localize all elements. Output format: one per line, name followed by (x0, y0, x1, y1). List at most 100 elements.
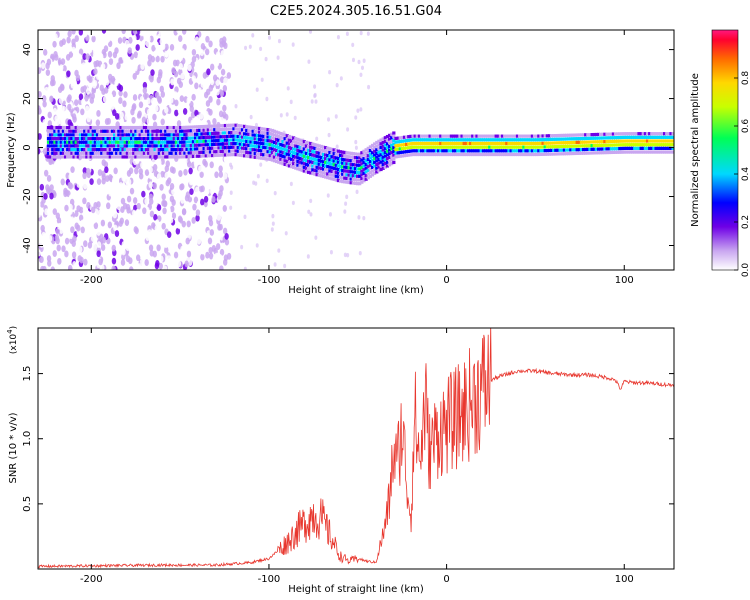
spectrogram-cell (185, 191, 191, 199)
spectrogram-cell (356, 171, 360, 175)
spectrogram-cell (254, 181, 258, 186)
spectrogram-cell (68, 264, 73, 270)
spectrogram-cell (405, 150, 409, 154)
spectrogram-cell (409, 138, 413, 142)
spectrogram-cell (236, 149, 240, 153)
spectrogram-cell (182, 85, 187, 93)
spectrogram-cell (141, 39, 146, 47)
spectrogram-cell (390, 132, 394, 136)
spectrogram-cell (45, 69, 51, 77)
spectrogram-cell (55, 140, 59, 144)
spectrogram-cell (225, 134, 230, 139)
spectrogram-cell (405, 146, 409, 150)
spectrogram-cell (567, 133, 571, 137)
spectrogram-cell (509, 145, 513, 149)
spectrogram-cell (351, 159, 355, 163)
spectrogram-cell (206, 68, 211, 76)
spectrogram-cell (52, 107, 58, 115)
spectrogram-cell (377, 150, 381, 154)
spectrogram-cell (157, 159, 162, 166)
spectrogram-cell (223, 123, 228, 128)
spectrogram-cell (375, 144, 379, 148)
spectrogram-cell (334, 178, 338, 182)
spectrogram-cell (225, 142, 230, 146)
spectrogram-cell (134, 263, 139, 270)
spectrogram-cell (645, 143, 650, 147)
spectrogram-cell (89, 140, 93, 144)
spectrogram-cell (411, 152, 415, 157)
spectrogram-cell (338, 157, 343, 161)
spectrogram-cell (149, 210, 155, 218)
spectrogram-cell (326, 176, 330, 180)
spectrogram-cell (434, 138, 439, 142)
spectrogram-cell (573, 140, 577, 145)
spectrogram-cell (72, 54, 77, 62)
spectrogram-cell (85, 167, 91, 175)
spectrogram-cell (407, 142, 411, 146)
spectrogram-cell (155, 187, 160, 195)
spectrogram-cell (285, 134, 289, 138)
spectrogram-cell (302, 143, 306, 147)
spectrogram-cell (311, 168, 315, 172)
spectrogram-cell (281, 162, 285, 166)
spectrogram-cell (243, 146, 247, 151)
spectrogram-cell (265, 96, 269, 102)
spectrogram-cell (59, 133, 63, 137)
spectrogram-cell (159, 129, 164, 133)
spectrogram-cell (38, 90, 42, 98)
spectrogram-cell (151, 148, 155, 152)
spectrogram-cell (417, 138, 422, 142)
spectrogram-cell (658, 139, 662, 143)
spectrogram-cell (170, 140, 174, 144)
spectrogram-cell (134, 148, 138, 152)
spectrogram-cell (140, 148, 144, 152)
spectrogram-cell (72, 140, 76, 144)
spectrogram-cell (460, 141, 464, 146)
spectrogram-cell (262, 153, 266, 157)
spectrogram-cell (526, 152, 530, 157)
spectrogram-cell (72, 129, 76, 133)
spectrogram-cell (294, 159, 298, 163)
spectrogram-cell (61, 70, 67, 78)
spectrogram-cell (468, 138, 473, 142)
spectrogram-cell (181, 129, 185, 133)
spectrogram-cell (223, 145, 228, 150)
spectrogram-cell (251, 151, 255, 155)
spectrogram-cell (407, 146, 411, 150)
spectrogram-cell (68, 148, 72, 152)
spectrogram-cell (187, 129, 191, 133)
spectrogram-cell (125, 133, 129, 137)
spectrogram-cell (650, 132, 654, 136)
spectrogram-cell (70, 129, 74, 133)
spectrogram-cell (208, 219, 214, 227)
spectrogram-cell (413, 152, 417, 157)
spectrogram-cell (238, 149, 242, 154)
spectrogram-cell (422, 145, 426, 149)
spectrogram-cell (180, 48, 185, 56)
spectrogram-cell (522, 141, 526, 146)
spectrogram-cell (535, 134, 539, 138)
spectrogram-cell (300, 168, 304, 172)
spectrogram-cell (91, 206, 96, 214)
spectrogram-cell (53, 33, 58, 41)
spectrogram-cell (108, 133, 112, 137)
spectrogram-cell (118, 57, 123, 64)
spectrogram-cell (166, 155, 170, 159)
spectrogram-cell (375, 170, 379, 174)
spectrogram-cell (377, 139, 381, 143)
spectrogram-cell (287, 138, 291, 142)
spectrogram-cell (142, 148, 147, 152)
spectrogram-cell (136, 144, 140, 148)
spectrogram-cell (157, 125, 161, 130)
spectrogram-cell (345, 162, 349, 166)
spectrogram-cell (83, 151, 87, 155)
spectrogram-cell (437, 145, 441, 149)
spectrogram-cell (462, 152, 466, 157)
spectrogram-cell (176, 155, 181, 159)
spectrogram-cell (375, 148, 379, 152)
spectrogram-cell (549, 141, 554, 145)
spectrogram-cell (164, 136, 168, 141)
spectrogram-cell (383, 147, 387, 151)
spectrogram-cell (319, 163, 323, 167)
spectrogram-cell (200, 139, 204, 143)
